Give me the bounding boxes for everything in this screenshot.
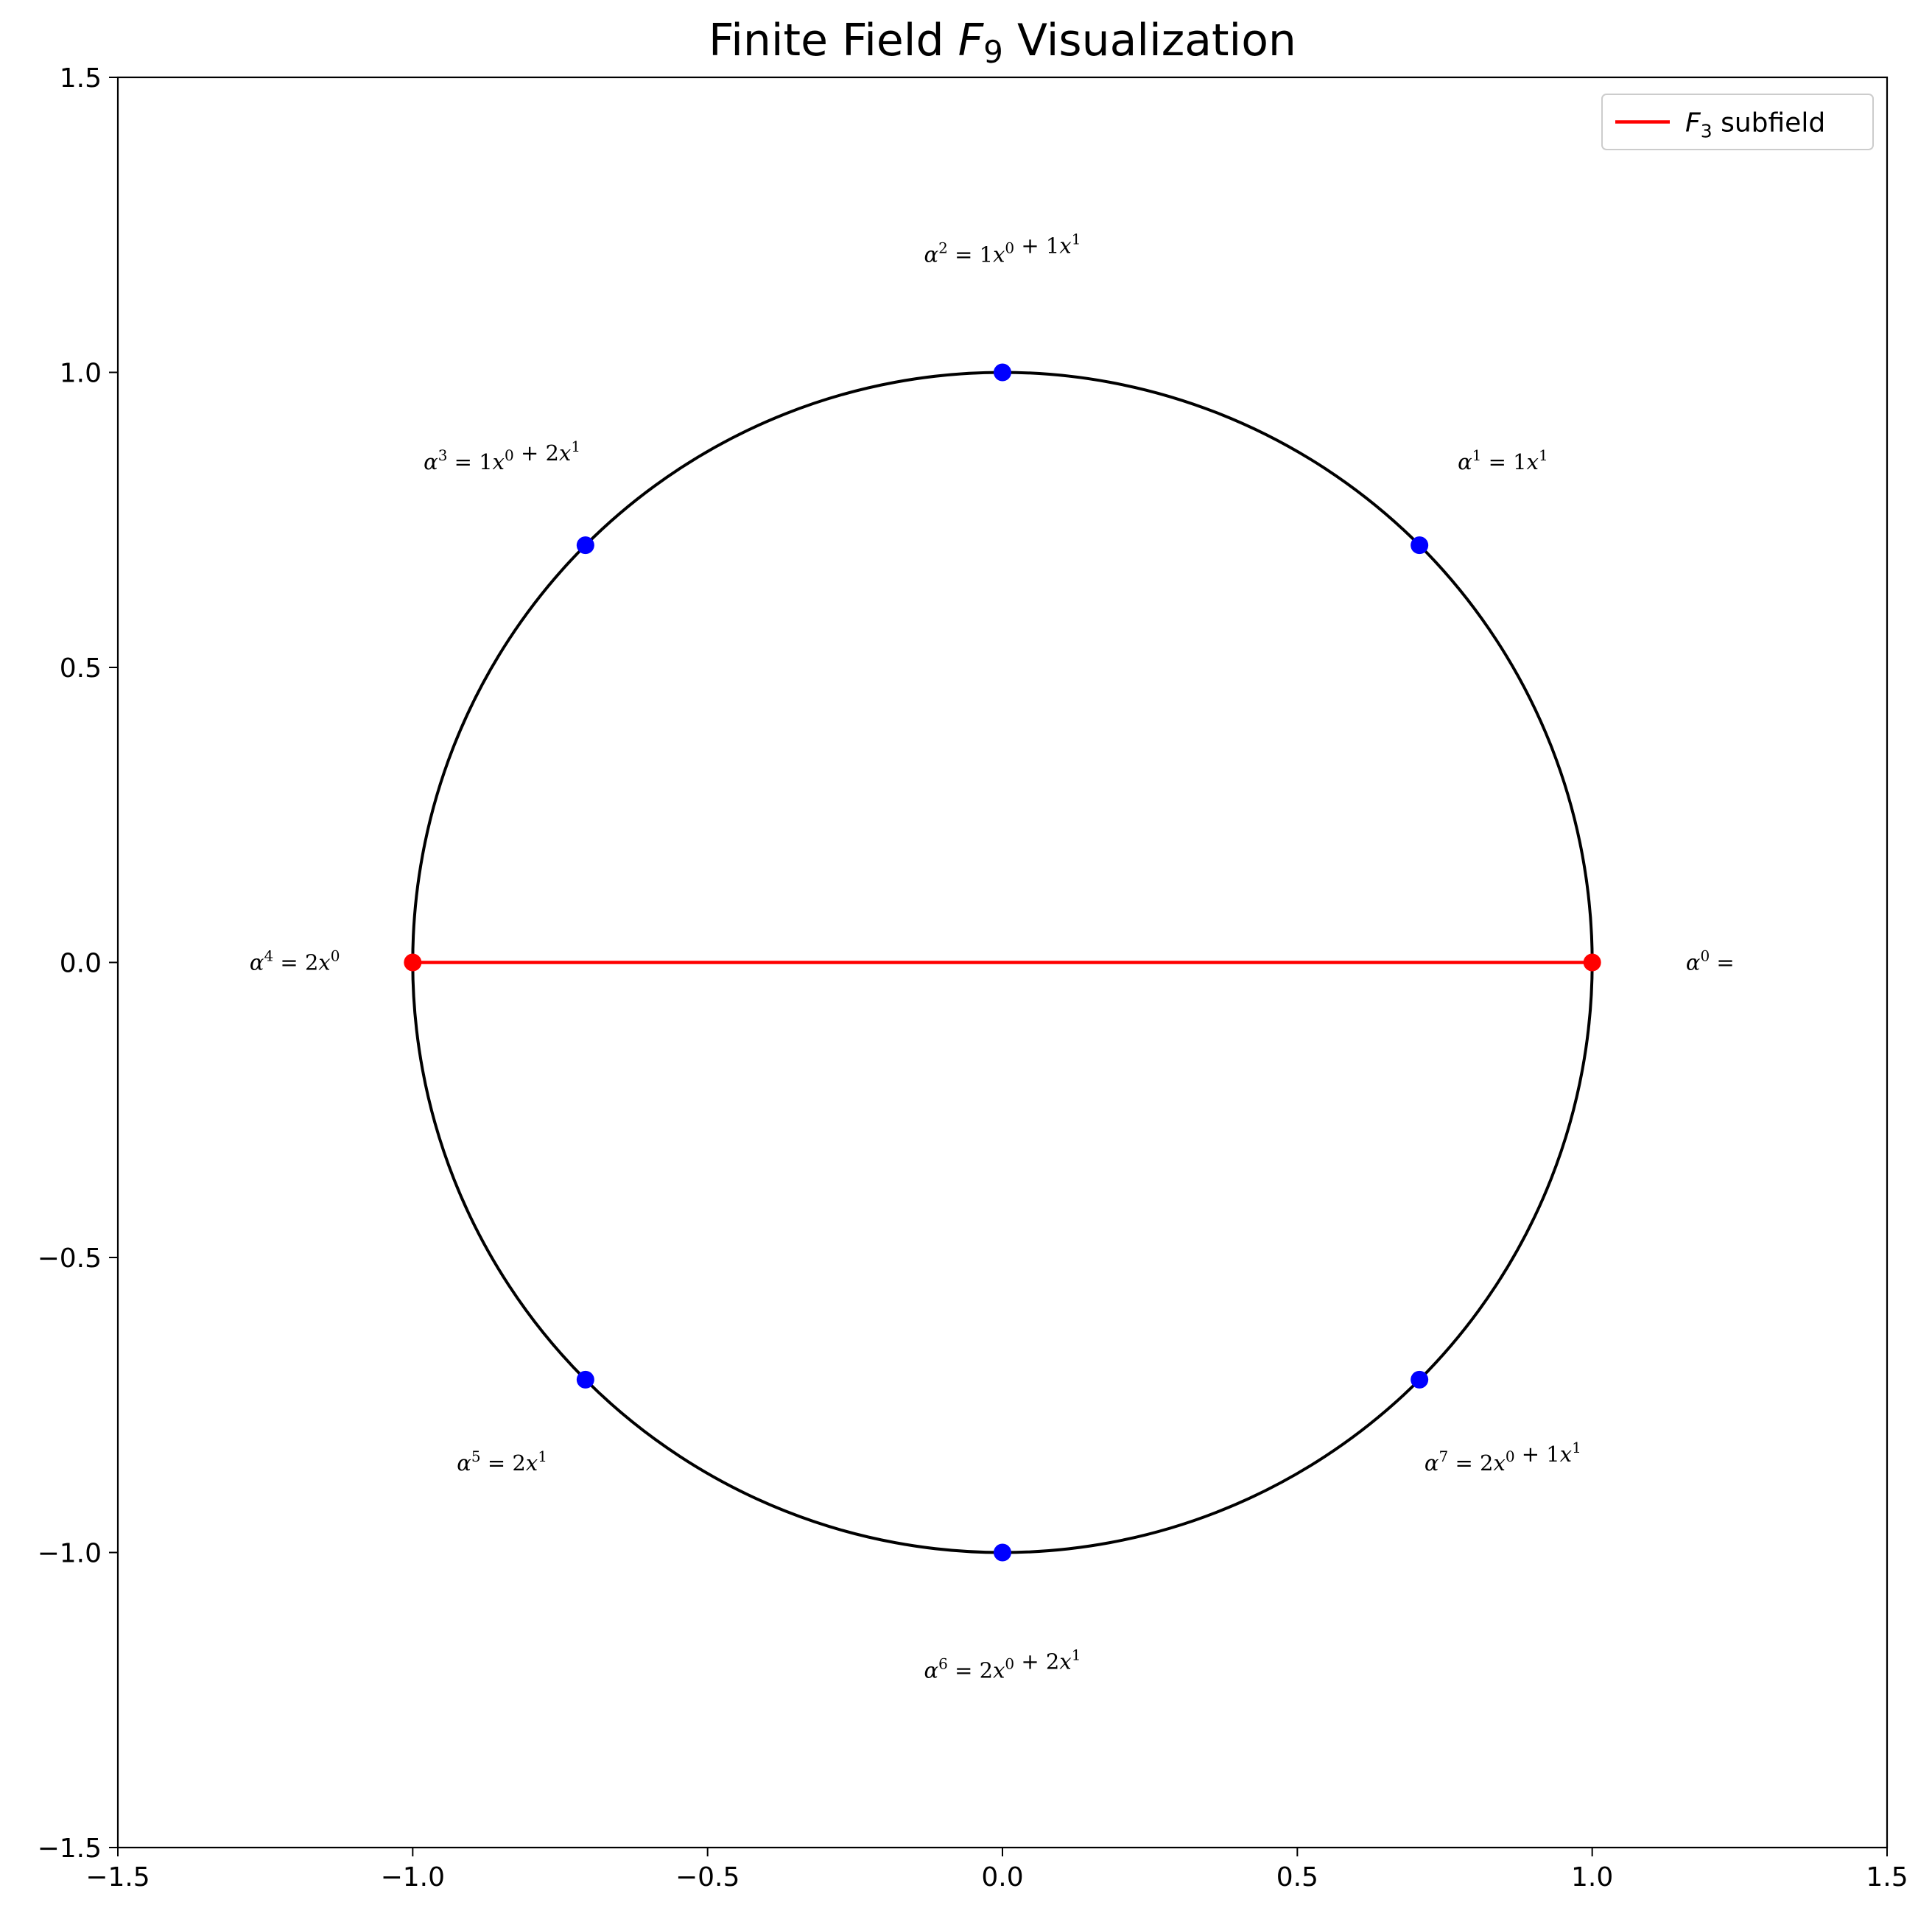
y-tick-label: −0.5	[38, 1243, 102, 1274]
field-element-point	[994, 363, 1011, 382]
field-element-point	[994, 1543, 1011, 1562]
y-tick-label: −1.0	[38, 1539, 102, 1569]
field-element-point	[576, 536, 594, 555]
y-tick-label: −1.5	[38, 1834, 102, 1864]
point-label: α0 =	[1686, 947, 1735, 975]
point-label: α3 = 1x0 + 2x1	[424, 438, 580, 474]
y-tick-label: 0.0	[60, 949, 102, 979]
x-tick-label: 1.5	[1866, 1862, 1908, 1892]
point-label: α6 = 2x0 + 2x1	[924, 1646, 1081, 1683]
x-tick-label: −1.0	[381, 1862, 445, 1892]
field-element-point	[1583, 953, 1601, 972]
y-tick-label: 1.5	[60, 63, 102, 94]
y-tick-label: 1.0	[60, 359, 102, 389]
y-tick-label: 0.5	[60, 653, 102, 684]
x-tick-label: 1.0	[1571, 1862, 1613, 1892]
x-tick-label: 0.0	[981, 1862, 1023, 1892]
point-label: α7 = 2x0 + 1x1	[1425, 1439, 1581, 1476]
field-element-point	[1411, 536, 1429, 555]
legend-label: F3 subfield	[1685, 108, 1825, 142]
point-label: α2 = 1x0 + 1x1	[924, 230, 1081, 267]
legend-box	[1601, 94, 1874, 150]
field-element-point	[576, 1370, 594, 1389]
point-label: α4 = 2x0	[250, 947, 340, 975]
point-label: α1 = 1x1	[1458, 446, 1548, 474]
x-tick-label: 0.5	[1276, 1862, 1318, 1892]
x-tick-label: −1.5	[85, 1862, 150, 1892]
field-element-point	[404, 953, 422, 972]
chart-title: Finite Field F9 Visualization	[709, 15, 1296, 70]
x-tick-label: −0.5	[675, 1862, 740, 1892]
point-label: α5 = 2x1	[457, 1448, 547, 1476]
field-element-point	[1411, 1370, 1429, 1389]
